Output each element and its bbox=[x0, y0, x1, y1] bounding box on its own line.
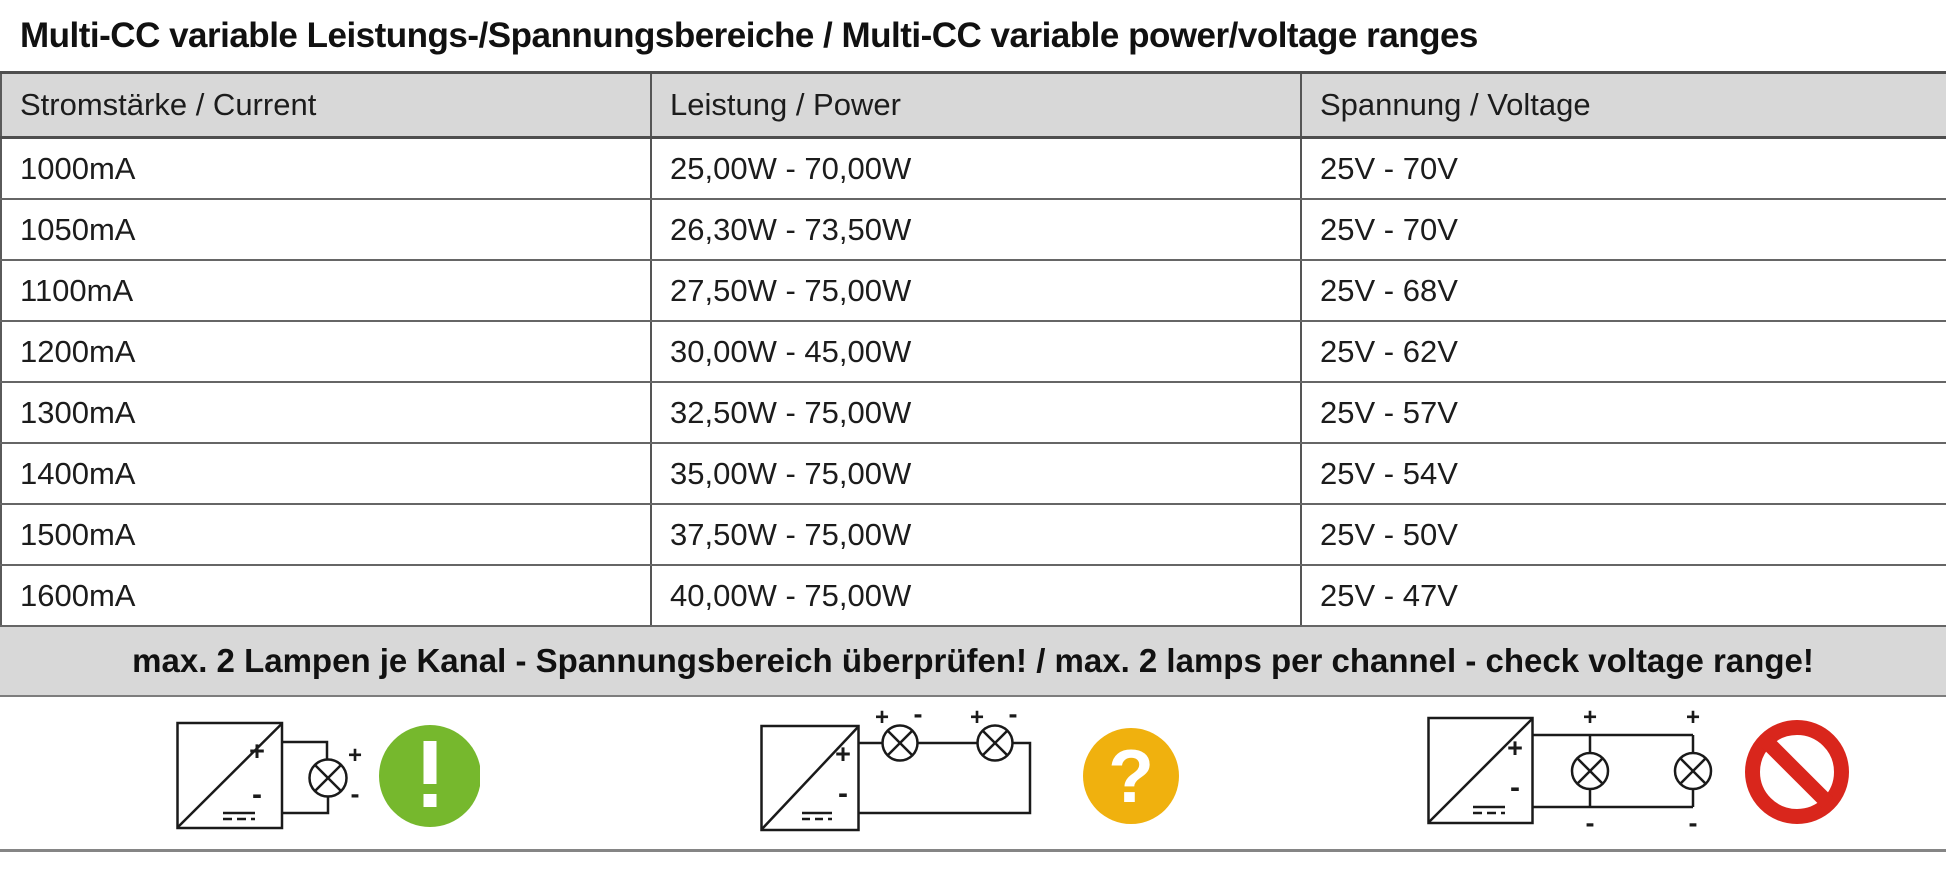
lamp-icon bbox=[308, 758, 348, 798]
table-row: 1050mA 26,30W - 73,50W 25V - 70V bbox=[1, 199, 1946, 261]
diagram-parallel-lamps: + - + + - - bbox=[1427, 704, 1849, 838]
table-row: 1000mA 25,00W - 70,00W 25V - 70V bbox=[1, 137, 1946, 200]
wiring-diagrams: + - + - + bbox=[0, 697, 1946, 849]
lamp-icon bbox=[1673, 751, 1713, 791]
current-cell: 1200mA bbox=[1, 321, 652, 383]
power-cell: 35,00W - 75,00W bbox=[651, 443, 1302, 505]
bottom-margin bbox=[0, 852, 1946, 891]
column-header-power: Leistung / Power bbox=[651, 72, 1302, 139]
page-title: Multi-CC variable Leistungs-/Spannungsbe… bbox=[20, 15, 1478, 55]
wire bbox=[282, 740, 329, 759]
minus-label: - bbox=[252, 778, 262, 811]
table-header-row: Stromstärke / Current Leistung / Power S… bbox=[1, 72, 1946, 139]
power-supply-icon: + - bbox=[760, 724, 860, 832]
voltage-cell: 25V - 70V bbox=[1301, 199, 1946, 261]
voltage-cell: 25V - 62V bbox=[1301, 321, 1946, 383]
minus-label: - bbox=[351, 779, 360, 809]
power-cell: 30,00W - 45,00W bbox=[651, 321, 1302, 383]
plus-label: + bbox=[348, 742, 362, 769]
table-row: 1200mA 30,00W - 45,00W 25V - 62V bbox=[1, 321, 1946, 383]
plus-label: + bbox=[249, 736, 265, 766]
minus-label: - bbox=[1009, 699, 1018, 729]
voltage-cell: 25V - 57V bbox=[1301, 382, 1946, 444]
voltage-cell: 25V - 50V bbox=[1301, 504, 1946, 566]
power-cell: 25,00W - 70,00W bbox=[651, 137, 1302, 200]
current-cell: 1600mA bbox=[1, 565, 652, 627]
power-cell: 26,30W - 73,50W bbox=[651, 199, 1302, 261]
voltage-cell: 25V - 54V bbox=[1301, 443, 1946, 505]
diagram-single-lamp: + - + - bbox=[176, 721, 480, 830]
plus-label: + bbox=[835, 739, 851, 769]
voltage-cell: 25V - 68V bbox=[1301, 260, 1946, 322]
column-header-voltage: Spannung / Voltage bbox=[1301, 72, 1946, 139]
minus-label: - bbox=[914, 699, 923, 729]
power-supply-icon: + - bbox=[1427, 716, 1534, 825]
table-row: 1400mA 35,00W - 75,00W 25V - 54V bbox=[1, 443, 1946, 505]
minus-label: - bbox=[1586, 808, 1595, 838]
minus-label: - bbox=[838, 777, 848, 810]
voltage-cell: 25V - 70V bbox=[1301, 137, 1946, 200]
power-cell: 27,50W - 75,00W bbox=[651, 260, 1302, 322]
diagram-series-lamps: + - + - + - ? bbox=[760, 699, 1179, 832]
table-row: 1600mA 40,00W - 75,00W 25V - 47V bbox=[1, 565, 1946, 627]
current-cell: 1100mA bbox=[1, 260, 652, 322]
power-cell: 40,00W - 75,00W bbox=[651, 565, 1302, 627]
plus-label: + bbox=[1686, 704, 1700, 731]
question-glyph: ? bbox=[1108, 734, 1154, 818]
warning-text: max. 2 Lampen je Kanal - Spannungsbereic… bbox=[132, 642, 1814, 679]
bottom-divider bbox=[0, 849, 1946, 852]
table-row: 1300mA 32,50W - 75,00W 25V - 57V bbox=[1, 382, 1946, 444]
plus-label: + bbox=[1507, 733, 1523, 763]
wire bbox=[858, 741, 1032, 815]
wire bbox=[282, 797, 330, 815]
plus-label: + bbox=[1583, 704, 1597, 731]
ok-exclamation-icon bbox=[379, 725, 480, 827]
plus-label: + bbox=[875, 704, 889, 731]
minus-label: - bbox=[1689, 808, 1698, 838]
prohibition-icon bbox=[1745, 720, 1849, 824]
power-cell: 37,50W - 75,00W bbox=[651, 504, 1302, 566]
plus-label: + bbox=[970, 704, 984, 731]
minus-label: - bbox=[1510, 771, 1520, 804]
title-bar: Multi-CC variable Leistungs-/Spannungsbe… bbox=[0, 0, 1946, 71]
column-header-current: Stromstärke / Current bbox=[1, 72, 652, 139]
power-supply-icon: + - bbox=[176, 721, 284, 830]
table-row: 1100mA 27,50W - 75,00W 25V - 68V bbox=[1, 260, 1946, 322]
lamp-icon bbox=[1570, 751, 1610, 791]
current-cell: 1000mA bbox=[1, 137, 652, 200]
current-cell: 1050mA bbox=[1, 199, 652, 261]
table-row: 1500mA 37,50W - 75,00W 25V - 50V bbox=[1, 504, 1946, 566]
caution-question-icon: ? bbox=[1083, 728, 1179, 824]
power-cell: 32,50W - 75,00W bbox=[651, 382, 1302, 444]
current-cell: 1500mA bbox=[1, 504, 652, 566]
voltage-cell: 25V - 47V bbox=[1301, 565, 1946, 627]
warning-bar: max. 2 Lampen je Kanal - Spannungsbereic… bbox=[0, 627, 1946, 697]
current-cell: 1300mA bbox=[1, 382, 652, 444]
current-cell: 1400mA bbox=[1, 443, 652, 505]
power-voltage-table: Stromstärke / Current Leistung / Power S… bbox=[0, 71, 1946, 627]
